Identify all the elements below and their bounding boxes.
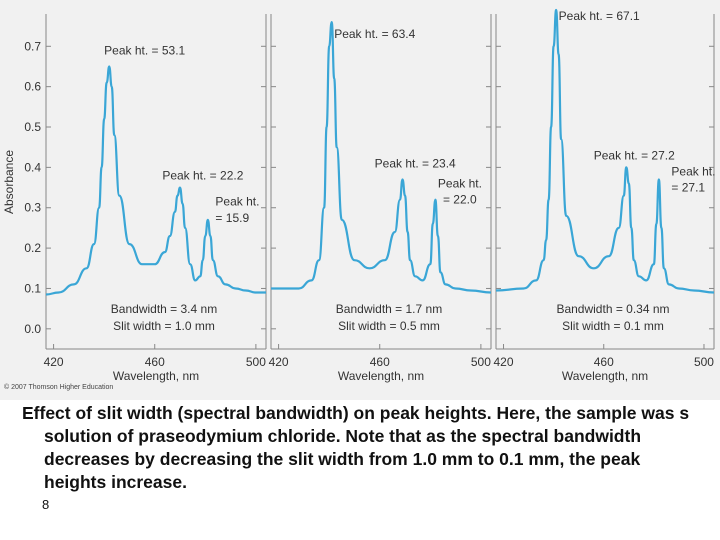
peak-height-annotation: Peak ht. = 63.4 <box>334 27 415 41</box>
slit-width-label: Slit width = 1.0 mm <box>113 319 215 333</box>
x-tick-label: 420 <box>44 355 64 369</box>
y-tick-label: 0.7 <box>24 39 41 53</box>
x-axis-label: Wavelength, nm <box>113 369 199 383</box>
x-axis-label: Wavelength, nm <box>562 369 648 383</box>
bandwidth-label: Bandwidth = 1.7 nm <box>336 302 442 316</box>
y-tick-label: 0.4 <box>24 160 41 174</box>
peak-height-annotation: Peak ht. = 27.2 <box>594 148 675 162</box>
x-tick-label: 500 <box>471 355 491 369</box>
slit-width-label: Slit width = 0.5 mm <box>338 319 440 333</box>
y-axis-label: Absorbance <box>2 150 16 214</box>
peak-height-annotation: Peak ht. <box>438 177 482 191</box>
spectra-figure: Absorbance 0.0 0.1 0.2 0.3 0.4 0.5 0.6 0.7 420 460… <box>0 0 720 400</box>
peak-height-annotation: Peak ht. = 53.1 <box>104 43 185 57</box>
absorbance-spectrum-line <box>495 8 715 294</box>
y-tick-label: 0.3 <box>24 201 41 215</box>
x-axis-label: Wavelength, nm <box>338 369 424 383</box>
bandwidth-label: Bandwidth = 3.4 nm <box>111 302 217 316</box>
x-tick-label: 460 <box>594 355 614 369</box>
caption-text: Effect of slit width (spectral bandwidth… <box>22 403 690 492</box>
peak-height-annotation: = 15.9 <box>215 211 249 225</box>
peak-height-annotation: Peak ht. = 22.2 <box>162 168 243 182</box>
absorbance-spectrum-line <box>45 65 266 296</box>
x-tick-label: 460 <box>370 355 390 369</box>
peak-height-annotation: Peak ht. = 23.4 <box>375 156 456 170</box>
peak-height-annotation: Peak ht. = 67.1 <box>559 9 640 23</box>
peak-height-annotation: = 22.0 <box>443 193 477 207</box>
peak-height-annotation: = 27.1 <box>671 181 705 195</box>
x-tick-label: 500 <box>694 355 714 369</box>
x-tick-label: 420 <box>269 355 289 369</box>
absorbance-spectrum-line <box>271 20 492 294</box>
y-tick-label: 0.2 <box>24 241 41 255</box>
bandwidth-label: Bandwidth = 0.34 nm <box>556 302 669 316</box>
y-tick-label: 0.1 <box>24 281 41 295</box>
peak-height-annotation: Peak ht. <box>671 164 715 178</box>
figure-caption: Effect of slit width (spectral bandwidth… <box>22 402 702 494</box>
page-number: 8 <box>42 497 50 512</box>
y-tick-label: 0.6 <box>24 80 41 94</box>
chart-svg: Absorbance 0.0 0.1 0.2 0.3 0.4 0.5 0.6 0.7 420 460… <box>2 8 715 383</box>
copyright-credit: © 2007 Thomson Higher Education <box>4 384 114 391</box>
x-tick-label: 500 <box>246 355 266 369</box>
y-tick-label: 0.0 <box>24 322 41 336</box>
slit-width-label: Slit width = 0.1 mm <box>562 319 664 333</box>
x-tick-label: 420 <box>494 355 514 369</box>
peak-height-annotation: Peak ht. <box>215 195 259 209</box>
x-tick-label: 460 <box>145 355 165 369</box>
y-tick-label: 0.5 <box>24 120 41 134</box>
